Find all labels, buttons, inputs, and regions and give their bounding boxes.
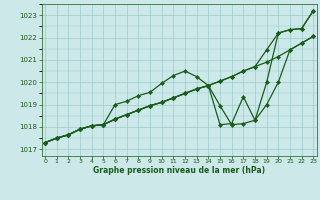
X-axis label: Graphe pression niveau de la mer (hPa): Graphe pression niveau de la mer (hPa) (93, 166, 265, 175)
